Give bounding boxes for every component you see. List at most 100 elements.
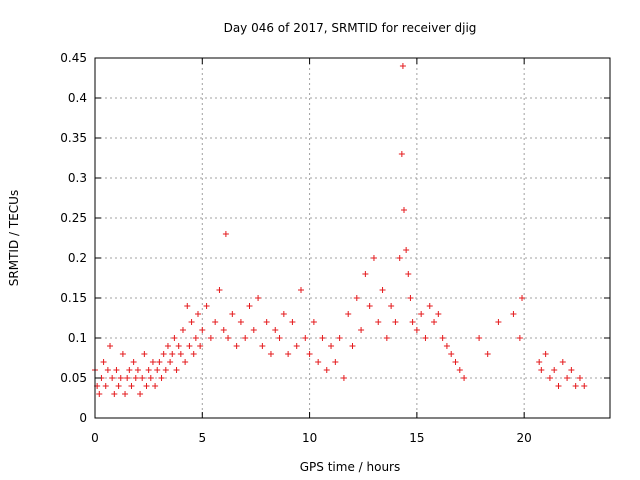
data-point xyxy=(422,335,429,341)
y-tick-label: 0.2 xyxy=(68,251,87,265)
data-point xyxy=(403,247,410,253)
data-point xyxy=(452,359,459,365)
data-point xyxy=(242,335,249,341)
data-point xyxy=(173,367,180,373)
data-point xyxy=(319,335,326,341)
x-axis-label: GPS time / hours xyxy=(300,460,401,474)
data-point xyxy=(293,343,300,349)
data-point xyxy=(280,311,287,317)
data-point xyxy=(100,359,107,365)
data-point xyxy=(306,351,313,357)
data-point xyxy=(542,351,549,357)
data-point xyxy=(272,327,279,333)
y-tick-label: 0.35 xyxy=(60,131,87,145)
data-point xyxy=(152,383,159,389)
data-point xyxy=(184,303,191,309)
data-point xyxy=(199,327,206,333)
data-point xyxy=(164,343,171,349)
data-point xyxy=(392,319,399,325)
y-tick-label: 0.3 xyxy=(68,171,87,185)
data-point xyxy=(158,375,165,381)
data-point xyxy=(220,327,227,333)
data-point xyxy=(128,383,135,389)
data-point xyxy=(145,367,152,373)
data-point xyxy=(216,287,223,293)
plot-frame xyxy=(94,57,611,419)
data-points xyxy=(92,63,588,397)
data-point xyxy=(96,391,103,397)
data-point xyxy=(559,359,566,365)
data-point xyxy=(336,335,343,341)
data-point xyxy=(413,327,420,333)
data-point xyxy=(519,295,526,301)
y-tick-label: 0.25 xyxy=(60,211,87,225)
data-point xyxy=(182,359,189,365)
data-point xyxy=(576,375,583,381)
data-point xyxy=(572,383,579,389)
data-point xyxy=(237,319,244,325)
data-point xyxy=(353,295,360,301)
data-point xyxy=(197,343,204,349)
data-point xyxy=(179,327,186,333)
data-point xyxy=(143,383,150,389)
data-point xyxy=(443,343,450,349)
data-point xyxy=(117,375,124,381)
data-point xyxy=(484,351,491,357)
data-point xyxy=(476,335,483,341)
data-point xyxy=(298,287,304,293)
data-point xyxy=(398,151,405,157)
data-point xyxy=(332,359,339,365)
data-point xyxy=(555,383,562,389)
x-tick-label: 0 xyxy=(91,431,99,445)
y-tick-label: 0 xyxy=(79,411,87,425)
data-point xyxy=(119,351,126,357)
data-point xyxy=(186,343,193,349)
data-point xyxy=(259,343,266,349)
data-point xyxy=(495,319,502,325)
data-point xyxy=(263,319,270,325)
data-point xyxy=(439,335,446,341)
data-point xyxy=(190,351,197,357)
data-point xyxy=(250,327,257,333)
plot-background xyxy=(95,58,610,418)
data-point xyxy=(169,351,176,357)
data-point xyxy=(139,375,146,381)
data-point xyxy=(285,351,292,357)
data-point xyxy=(310,319,317,325)
y-tick-label: 0.45 xyxy=(60,51,87,65)
data-point xyxy=(358,327,365,333)
data-point xyxy=(568,367,575,373)
x-tick-label: 20 xyxy=(517,431,532,445)
data-point xyxy=(147,375,154,381)
data-point xyxy=(160,351,167,357)
data-point xyxy=(536,359,543,365)
data-point xyxy=(141,351,148,357)
data-point xyxy=(115,383,122,389)
data-point xyxy=(456,367,463,373)
data-point xyxy=(137,391,144,397)
data-point xyxy=(564,375,571,381)
data-point xyxy=(409,319,416,325)
grid-lines xyxy=(95,58,610,418)
data-point xyxy=(388,303,395,309)
data-point xyxy=(113,367,120,373)
data-point xyxy=(229,311,236,317)
data-point xyxy=(132,375,139,381)
data-point xyxy=(154,367,161,373)
data-point xyxy=(461,375,468,381)
data-point xyxy=(323,367,330,373)
data-point xyxy=(126,367,133,373)
x-tick-label: 10 xyxy=(302,431,317,445)
y-tick-label: 0.05 xyxy=(60,371,87,385)
data-point xyxy=(212,319,219,325)
data-point xyxy=(149,359,156,365)
data-point xyxy=(510,311,517,317)
data-point xyxy=(418,311,425,317)
data-point xyxy=(349,343,356,349)
data-point xyxy=(426,303,433,309)
data-point xyxy=(315,359,322,365)
data-point xyxy=(345,311,352,317)
data-point xyxy=(551,367,558,373)
data-point xyxy=(177,351,184,357)
